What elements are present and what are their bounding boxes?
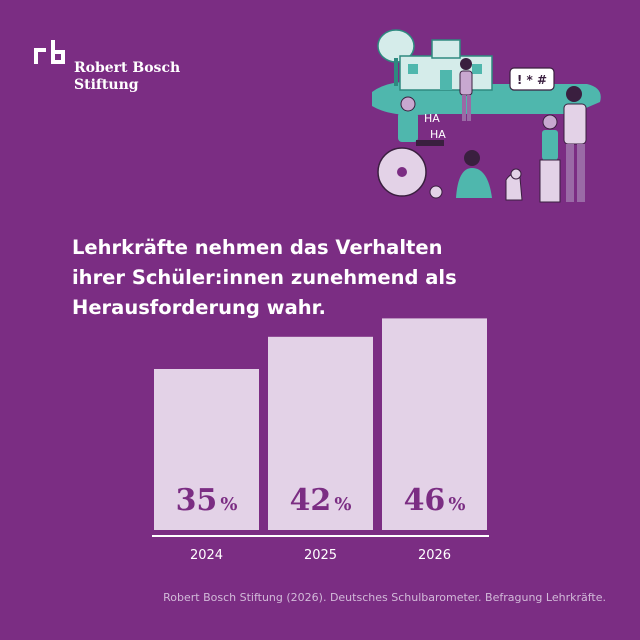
bar-2025 xyxy=(268,336,373,530)
bar-value-label-2025: 42% xyxy=(290,483,352,518)
school-scene-illustration: ! * # HA HA xyxy=(372,29,601,203)
brand-name: Robert Bosch Stiftung xyxy=(74,60,180,94)
bar-2024 xyxy=(154,369,259,530)
headline-line3: Herausforderung wahr. xyxy=(72,296,326,319)
bar-2026 xyxy=(382,318,487,530)
x-tick-label-2024: 2024 xyxy=(190,548,223,563)
source-citation: Robert Bosch Stiftung (2026). Deutsches … xyxy=(163,591,606,604)
brand-logo: Robert Bosch Stiftung xyxy=(34,38,194,98)
laugh-text-1: HA xyxy=(424,112,440,125)
headline-line2: ihrer Schüler:innen zunehmend als xyxy=(72,266,457,289)
x-tick-label-2025: 2025 xyxy=(304,548,337,563)
x-tick-label-2026: 2026 xyxy=(418,548,451,563)
rb-logo-icon xyxy=(34,40,65,64)
laugh-text-2: HA xyxy=(430,128,446,141)
brand-name-line1: Robert Bosch xyxy=(74,60,181,76)
speech-bubble-text: ! * # xyxy=(517,73,547,87)
bar-value-label-2024: 35% xyxy=(176,483,238,518)
brand-name-line2: Stiftung xyxy=(74,77,139,93)
bar-value-label-2026: 46% xyxy=(404,483,466,518)
headline-line1: Lehrkräfte nehmen das Verhalten xyxy=(72,236,443,259)
headline: Lehrkräfte nehmen das Verhalten ihrer Sc… xyxy=(72,233,512,323)
